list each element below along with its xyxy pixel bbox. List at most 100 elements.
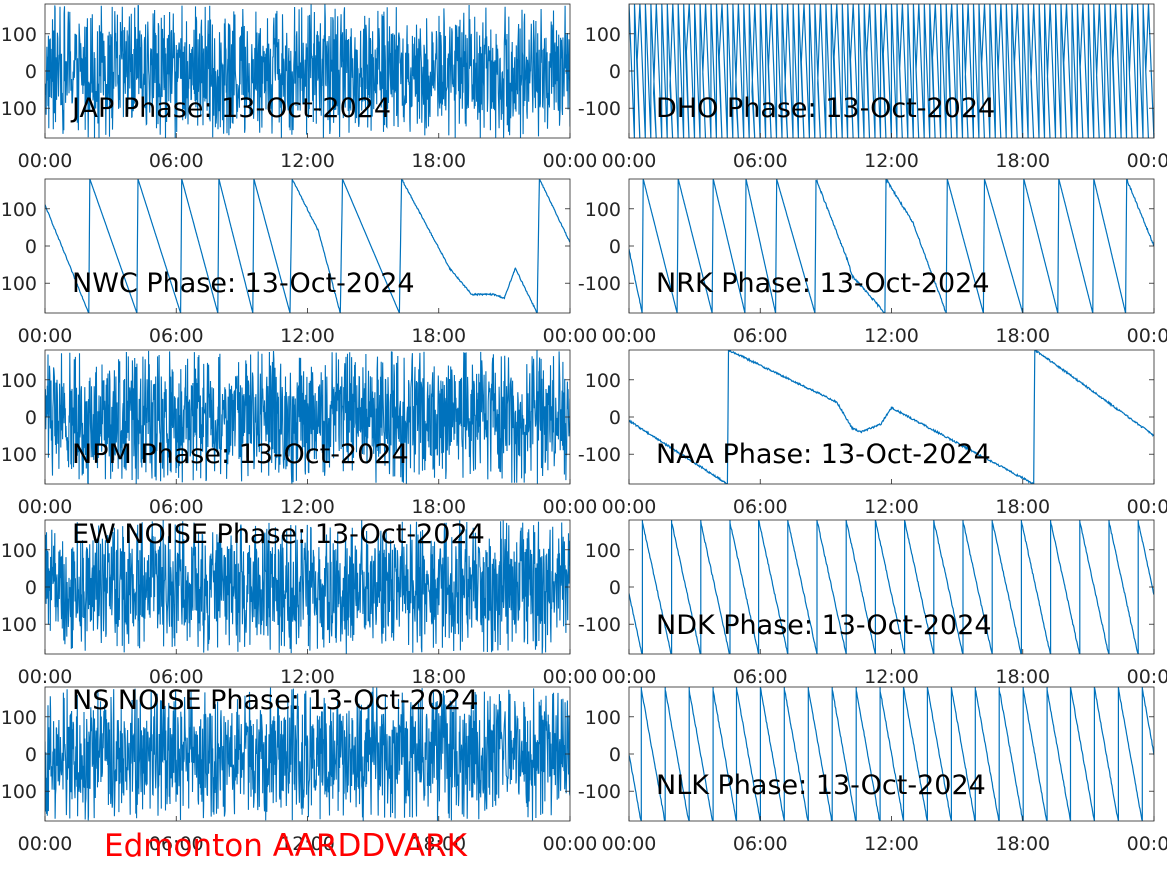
x-tick-label: 00:00 bbox=[602, 325, 657, 347]
series-line bbox=[629, 687, 1154, 821]
y-tick-label: 100 bbox=[1, 370, 37, 392]
plot-title: NWC Phase: 13-Oct-2024 bbox=[72, 268, 415, 299]
phase-plot-8: 100 0 100 00:00 06:00 12:00 18:00 00:00 NS NOISE… bbox=[1, 685, 598, 855]
series-line bbox=[45, 4, 570, 138]
x-tick-label: 06:00 bbox=[733, 325, 788, 347]
y-tick-label: -100 bbox=[578, 273, 621, 295]
y-tick-label: 100 bbox=[585, 540, 621, 562]
figure-footer-label: Edmonton AARDDVARK bbox=[104, 828, 468, 864]
x-tick-label: 00:00 bbox=[543, 833, 598, 855]
y-tick-label: 100 bbox=[1, 707, 37, 729]
y-tick-label: 100 bbox=[1, 540, 37, 562]
x-tick-label: 06:00 bbox=[733, 150, 788, 172]
phase-plot-1: -100 0 100 00:00 06:00 12:00 18:00 00:00 DHO Pha… bbox=[578, 3, 1167, 172]
x-tick-label: 12:00 bbox=[280, 666, 335, 688]
x-tick-label: 18:00 bbox=[995, 496, 1050, 518]
y-tick-label: 0 bbox=[25, 577, 37, 599]
x-tick-label: 00:00 bbox=[18, 833, 73, 855]
x-tick-label: 06:00 bbox=[149, 150, 204, 172]
x-tick-label: 18:00 bbox=[411, 666, 466, 688]
x-tick-label: 00:00 bbox=[543, 666, 598, 688]
y-tick-label: -100 bbox=[578, 444, 621, 466]
x-tick-label: 18:00 bbox=[411, 833, 466, 855]
plot-title: NLK Phase: 13-Oct-2024 bbox=[656, 770, 986, 801]
y-tick-label: 100 bbox=[1, 614, 37, 636]
x-tick-label: 18:00 bbox=[995, 833, 1050, 855]
series-line bbox=[629, 179, 1154, 313]
y-tick-label: 0 bbox=[609, 407, 621, 429]
x-tick-label: 12:00 bbox=[864, 666, 919, 688]
phase-plot-6: 100 0 100 00:00 06:00 12:00 18:00 00:00 EW NOISE… bbox=[1, 519, 598, 688]
phase-plot-4: 100 0 100 00:00 06:00 12:00 18:00 00:00 NPM Phas… bbox=[1, 349, 598, 518]
plot-title: NRK Phase: 13-Oct-2024 bbox=[656, 268, 990, 299]
x-tick-label: 00:00 bbox=[1127, 150, 1167, 172]
plot-title: NDK Phase: 13-Oct-2024 bbox=[656, 610, 992, 641]
y-tick-label: 100 bbox=[585, 370, 621, 392]
y-tick-label: -100 bbox=[578, 614, 621, 636]
x-tick-label: 12:00 bbox=[864, 833, 919, 855]
x-tick-label: 18:00 bbox=[411, 150, 466, 172]
x-tick-label: 12:00 bbox=[864, 496, 919, 518]
y-tick-label: 0 bbox=[609, 577, 621, 599]
x-tick-label: 00:00 bbox=[18, 150, 73, 172]
y-tick-label: 0 bbox=[25, 407, 37, 429]
x-tick-label: 00:00 bbox=[602, 496, 657, 518]
y-tick-label: 100 bbox=[1, 781, 37, 803]
y-tick-label: -100 bbox=[578, 98, 621, 120]
plot-title: NPM Phase: 13-Oct-2024 bbox=[72, 439, 409, 470]
phase-plot-3: -100 0 100 00:00 06:00 12:00 18:00 00:00 NRK Pha… bbox=[578, 178, 1167, 347]
x-tick-label: 00:00 bbox=[1127, 833, 1167, 855]
x-tick-label: 12:00 bbox=[864, 325, 919, 347]
x-tick-label: 00:00 bbox=[543, 496, 598, 518]
x-tick-label: 00:00 bbox=[18, 325, 73, 347]
phase-plot-9: -100 0 100 00:00 06:00 12:00 18:00 00:00 NLK Pha… bbox=[578, 686, 1167, 855]
y-tick-label: 0 bbox=[609, 744, 621, 766]
y-tick-label: -100 bbox=[578, 781, 621, 803]
series-line bbox=[45, 179, 570, 313]
x-tick-label: 12:00 bbox=[864, 150, 919, 172]
x-tick-label: 00:00 bbox=[602, 833, 657, 855]
x-tick-label: 00:00 bbox=[602, 150, 657, 172]
x-tick-label: 00:00 bbox=[18, 496, 73, 518]
y-tick-label: 0 bbox=[25, 236, 37, 258]
phase-plot-0: 100 0 100 00:00 06:00 12:00 18:00 00:00 JAP Phas… bbox=[1, 3, 597, 172]
x-tick-label: 06:00 bbox=[149, 666, 204, 688]
x-tick-label: 12:00 bbox=[280, 325, 335, 347]
series-line bbox=[45, 687, 570, 821]
x-tick-label: 00:00 bbox=[602, 666, 657, 688]
x-tick-label: 18:00 bbox=[995, 666, 1050, 688]
y-tick-label: 0 bbox=[25, 61, 37, 83]
y-tick-label: 100 bbox=[1, 199, 37, 221]
series-line bbox=[45, 350, 570, 484]
phase-plot-5: -100 0 100 00:00 06:00 12:00 18:00 00:00 NAA Pha… bbox=[578, 349, 1167, 518]
plot-title: DHO Phase: 13-Oct-2024 bbox=[656, 93, 995, 124]
y-tick-label: 100 bbox=[1, 273, 37, 295]
x-tick-label: 00:00 bbox=[1127, 325, 1167, 347]
x-tick-label: 06:00 bbox=[733, 496, 788, 518]
x-tick-label: 06:00 bbox=[149, 496, 204, 518]
series-line bbox=[629, 520, 1154, 654]
y-tick-label: 100 bbox=[585, 199, 621, 221]
series-line bbox=[629, 4, 1154, 138]
x-tick-label: 12:00 bbox=[280, 833, 335, 855]
x-tick-label: 12:00 bbox=[280, 150, 335, 172]
x-tick-label: 06:00 bbox=[733, 666, 788, 688]
plot-title: NS NOISE Phase: 13-Oct-2024 bbox=[72, 685, 478, 716]
y-tick-label: 100 bbox=[1, 24, 37, 46]
x-tick-label: 18:00 bbox=[995, 325, 1050, 347]
x-tick-label: 06:00 bbox=[733, 833, 788, 855]
x-tick-label: 18:00 bbox=[995, 150, 1050, 172]
plot-title: EW NOISE Phase: 13-Oct-2024 bbox=[72, 519, 485, 550]
x-tick-label: 06:00 bbox=[149, 833, 204, 855]
phase-plot-7: -100 0 100 00:00 06:00 12:00 18:00 00:00 NDK Pha… bbox=[578, 519, 1167, 688]
x-tick-label: 18:00 bbox=[411, 496, 466, 518]
y-tick-label: 0 bbox=[609, 236, 621, 258]
x-tick-label: 18:00 bbox=[411, 325, 466, 347]
y-tick-label: 100 bbox=[1, 98, 37, 120]
y-tick-label: 100 bbox=[585, 24, 621, 46]
series-line bbox=[45, 520, 570, 654]
series-line bbox=[629, 350, 1154, 484]
y-tick-label: 100 bbox=[585, 707, 621, 729]
